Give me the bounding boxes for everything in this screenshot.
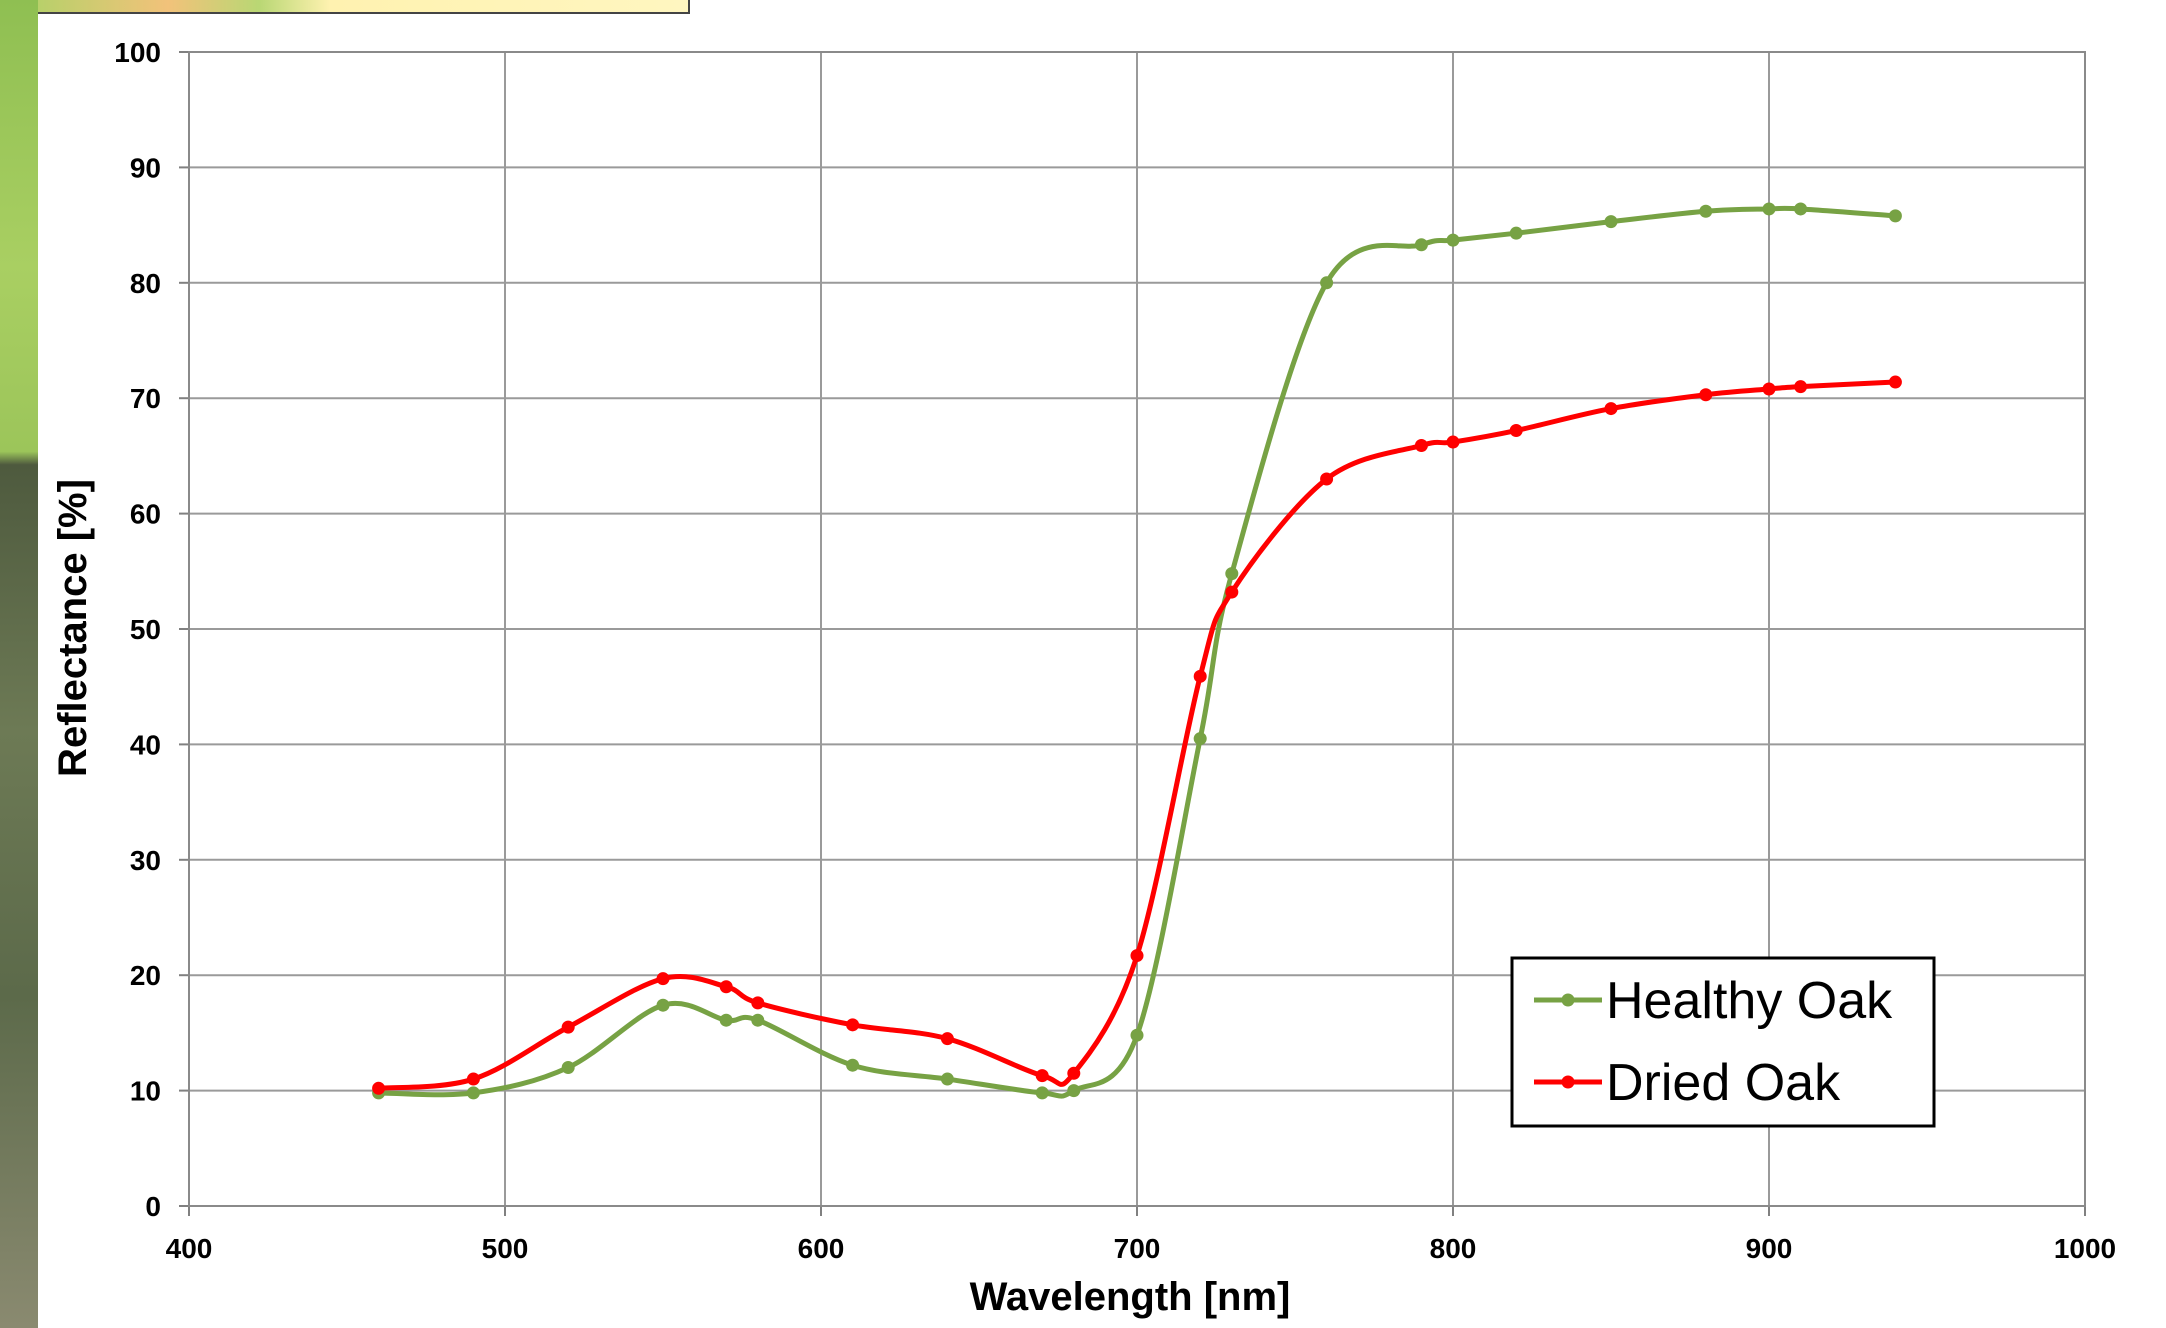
data-point (372, 1081, 386, 1095)
data-point (1035, 1086, 1049, 1100)
x-tick-label: 600 (798, 1233, 845, 1264)
data-point (561, 1061, 575, 1075)
x-tick-label: 1000 (2054, 1233, 2116, 1264)
data-point (466, 1086, 480, 1100)
y-tick-label: 30 (130, 845, 161, 876)
data-point (1035, 1069, 1049, 1083)
data-point (1699, 388, 1713, 402)
series-healthy-oak (372, 202, 1902, 1100)
plot-area-border (188, 51, 2086, 1207)
legend-entry-label: Dried Oak (1606, 1054, 1841, 1112)
data-point (846, 1018, 860, 1032)
data-point (719, 1013, 733, 1027)
data-point (1225, 567, 1239, 581)
y-tick-label: 0 (145, 1191, 161, 1222)
data-point (656, 972, 670, 986)
data-point (846, 1058, 860, 1072)
data-point (1067, 1066, 1081, 1080)
y-tick-label: 70 (130, 383, 161, 414)
legend: Healthy Oak Dried Oak (1510, 956, 1936, 1128)
data-point (940, 1072, 954, 1086)
data-point (751, 996, 765, 1010)
data-point (1414, 238, 1428, 252)
data-point (1699, 204, 1713, 218)
data-point (1604, 402, 1618, 416)
data-point (1762, 382, 1776, 396)
data-point (940, 1032, 954, 1046)
y-tick-label: 40 (130, 729, 161, 760)
data-point (1888, 375, 1902, 389)
data-point (1193, 732, 1207, 746)
data-point (1130, 1028, 1144, 1042)
y-tick-label: 90 (130, 152, 161, 183)
data-point (1130, 949, 1144, 963)
x-tick-label: 800 (1430, 1233, 1477, 1264)
legend-entry-label: Healthy Oak (1606, 972, 1893, 1030)
data-point (1446, 435, 1460, 449)
y-tick-label: 50 (130, 614, 161, 645)
x-tick-label: 700 (1114, 1233, 1161, 1264)
data-point (1509, 226, 1523, 240)
data-point (1794, 380, 1808, 394)
legend-swatch-marker (1561, 1075, 1575, 1089)
data-point (1320, 472, 1334, 486)
data-point (1794, 202, 1808, 216)
series-lines (372, 202, 1902, 1100)
data-point (751, 1013, 765, 1027)
data-point (1193, 669, 1207, 683)
data-point (466, 1072, 480, 1086)
data-point (1604, 215, 1618, 229)
data-point (1320, 276, 1334, 290)
legend-swatch-marker (1561, 993, 1575, 1007)
legend-box (1510, 956, 1936, 1128)
background-photo-strip (0, 0, 38, 1328)
data-point (1067, 1084, 1081, 1098)
background-photo-top (38, 0, 690, 14)
tick-labels: 0 10 20 30 40 50 60 70 80 90 100 400 500 600 700 800 900… (114, 37, 2116, 1264)
y-axis-title: Reflectance [%] (51, 479, 95, 777)
data-point (561, 1020, 575, 1034)
x-tick-label: 400 (166, 1233, 213, 1264)
series-dried-oak (372, 375, 1902, 1095)
y-tick-label: 100 (114, 37, 161, 68)
data-point (1225, 585, 1239, 599)
y-tick-label: 10 (130, 1076, 161, 1107)
data-point (1509, 424, 1523, 438)
x-axis-title: Wavelength [nm] (970, 1275, 1291, 1319)
y-tick-label: 20 (130, 960, 161, 991)
data-point (1414, 439, 1428, 453)
data-point (1762, 202, 1776, 216)
x-tick-label: 900 (1746, 1233, 1793, 1264)
data-point (656, 998, 670, 1012)
data-point (719, 980, 733, 994)
x-tick-label: 500 (482, 1233, 529, 1264)
data-point (1888, 209, 1902, 223)
y-tick-label: 60 (130, 499, 161, 530)
data-point (1446, 233, 1460, 247)
y-tick-label: 80 (130, 268, 161, 299)
